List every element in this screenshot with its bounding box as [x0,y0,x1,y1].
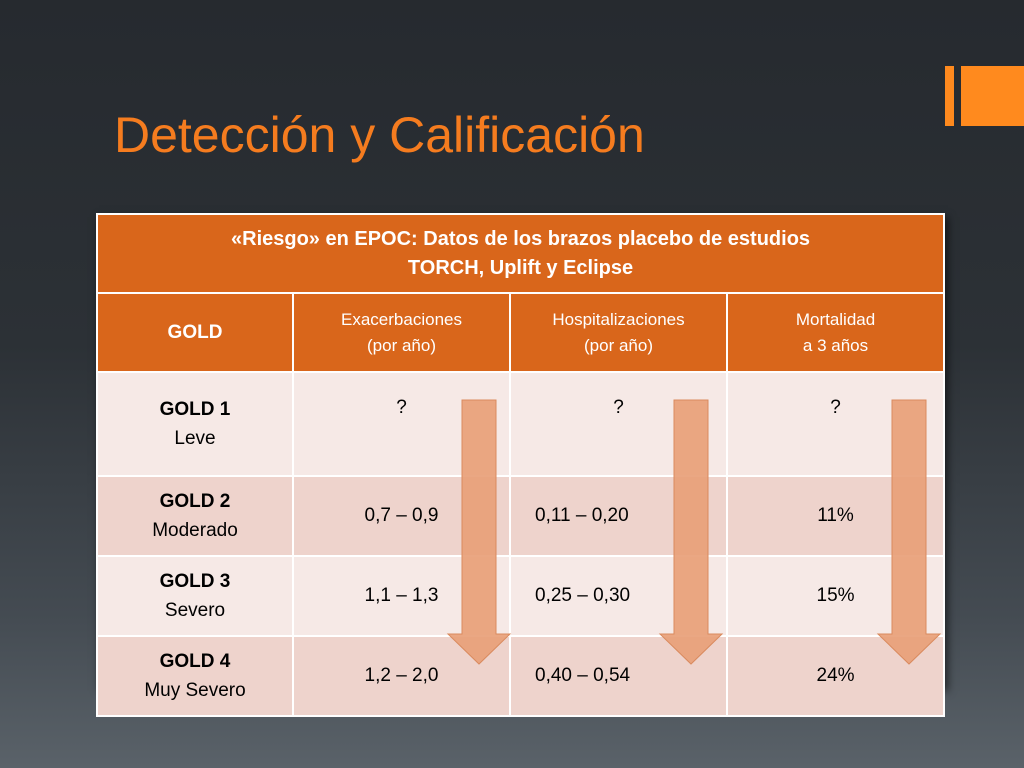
table-row-gold2: GOLD 2 Moderado 0,7 – 0,9 0,11 – 0,20 11… [96,475,946,557]
grade-label: GOLD 3 [159,571,231,592]
table-row-gold4: GOLD 4 Muy Severo 1,2 – 2,0 0,40 – 0,54 … [96,635,946,717]
header-gold: GOLD [96,292,294,373]
header-exacerbaciones-l2: (por año) [367,335,436,355]
grade-label: GOLD 1 [159,399,231,420]
table-caption-row: «Riesgo» en EPOC: Datos de los brazos pl… [95,213,946,294]
slide-title: Detección y Calificación [114,107,645,163]
table-header-row: GOLD Exacerbaciones (por año) Hospitaliz… [96,292,946,373]
grade-desc: Leve [174,428,216,449]
logo-bar-wide [961,66,1024,126]
header-hospitalizaciones-l2: (por año) [584,335,653,355]
header-mortalidad-l1: Mortalidad [795,309,876,329]
header-hospitalizaciones: Hospitalizaciones (por año) [509,292,728,373]
header-hospitalizaciones-l1: Hospitalizaciones [552,309,685,329]
down-arrow-icon [658,399,724,665]
risk-table-container: «Riesgo» en EPOC: Datos de los brazos pl… [95,213,946,717]
grade-desc: Severo [164,600,226,621]
slide-logo-icon [945,66,1024,126]
risk-table: «Riesgo» en EPOC: Datos de los brazos pl… [95,213,946,717]
header-mortalidad-l2: a 3 años [802,335,869,355]
grade-cell: GOLD 3 Severo [96,555,294,637]
grade-label: GOLD 4 [159,651,231,672]
table-caption: «Riesgo» en EPOC: Datos de los brazos pl… [95,213,946,294]
table-caption-line2: TORCH, Uplift y Eclipse [407,256,634,279]
grade-desc: Muy Severo [144,680,246,701]
grade-desc: Moderado [152,520,238,541]
header-mortalidad: Mortalidad a 3 años [725,292,946,373]
down-arrow-icon [876,399,942,665]
grade-label: GOLD 2 [159,491,231,512]
grade-cell: GOLD 4 Muy Severo [96,635,294,717]
table-row-gold3: GOLD 3 Severo 1,1 – 1,3 0,25 – 0,30 15% [96,555,946,637]
grade-cell: GOLD 2 Moderado [96,475,294,557]
grade-cell: GOLD 1 Leve [96,371,294,477]
logo-bar-thin [945,66,954,126]
down-arrow-icon [446,399,512,665]
header-exacerbaciones-l1: Exacerbaciones [341,309,462,329]
table-caption-line1: «Riesgo» en EPOC: Datos de los brazos pl… [231,227,811,250]
header-exacerbaciones: Exacerbaciones (por año) [292,292,511,373]
table-row-gold1: GOLD 1 Leve ? ? ? [96,371,946,477]
